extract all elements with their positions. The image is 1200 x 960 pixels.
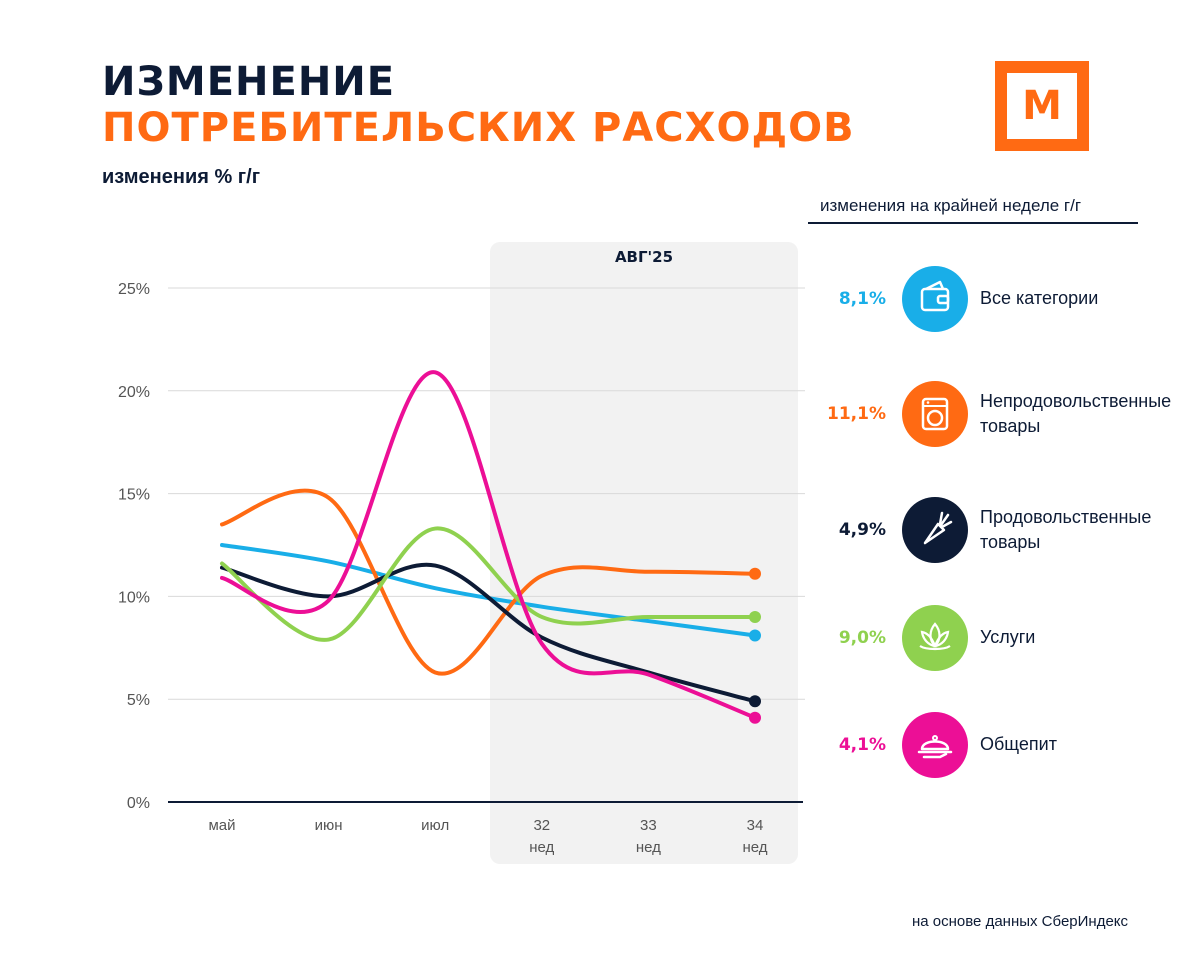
series-line-3 (220, 526, 757, 642)
legend-label: Продовольственные товары (980, 506, 1152, 552)
cloche-icon (902, 712, 968, 778)
legend-item-non-food: 11,1% Непродовольственные товары (0, 381, 1200, 447)
brand-logo: М (995, 61, 1089, 151)
x-tick-label: 32 (533, 817, 550, 834)
legend-value: 4,1% (838, 735, 886, 755)
series-end-point-0 (749, 629, 761, 642)
x-tick-label: 33 (640, 817, 657, 834)
wallet-icon (902, 266, 968, 332)
legend-label: Непродовольственные товары (980, 390, 1172, 436)
legend-divider (808, 222, 1138, 224)
legend-title: изменения на крайней неделе г/г (820, 196, 1082, 215)
y-tick-label: 0% (127, 795, 150, 812)
legend-item-all-categories: 8,1% Все категории (0, 266, 1200, 332)
carrot-icon (902, 497, 968, 563)
y-tick-label: 10% (118, 589, 150, 606)
legend-value: 4,9% (838, 520, 886, 540)
x-tick-sublabel: нед (529, 839, 554, 856)
legend-value: 9,0% (838, 628, 886, 648)
lotus-icon (902, 605, 968, 671)
x-tick-label: июн (315, 817, 343, 834)
series-end-point-1 (749, 567, 761, 580)
series-end-point-4 (749, 711, 761, 724)
page-title-line2: ПОТРЕБИТЕЛЬСКИХ РАСХОДОВ (102, 105, 855, 151)
logo-letter: М (1022, 83, 1062, 129)
highlight-label: АВГ'25 (615, 248, 673, 266)
x-tick-label: май (208, 817, 235, 834)
chart-subtitle: изменения % г/г (102, 166, 261, 188)
legend-item-catering: 4,1% Общепит (0, 712, 1200, 778)
series-line-1 (220, 488, 757, 676)
legend-label: Все категории (980, 288, 1099, 309)
data-source-note: на основе данных СберИндекс (912, 913, 1129, 930)
series-end-point-3 (749, 610, 761, 623)
y-tick-label: 20% (118, 384, 150, 401)
x-tick-label: 34 (747, 817, 764, 834)
y-tick-label: 15% (118, 487, 150, 504)
legend-item-services: 9,0% Услуги (0, 605, 1200, 671)
line-chart: АВГ'25 0% 5% 10% 15% 20% 25% май июн июл 32 нед 33 не… (118, 242, 805, 864)
highlight-band (490, 242, 798, 864)
series-line-4 (220, 370, 757, 720)
washing-machine-icon (902, 381, 968, 447)
legend-label: Услуги (980, 627, 1036, 648)
x-tick-sublabel: нед (636, 839, 661, 856)
y-tick-label: 25% (118, 281, 150, 298)
legend-value: 11,1% (827, 404, 886, 424)
legend-value: 8,1% (838, 289, 886, 309)
legend-item-food: 4,9% Продовольственные товары (0, 497, 1200, 563)
series-end-point-2 (749, 695, 761, 708)
series-line-2 (220, 562, 757, 704)
y-tick-label: 5% (127, 692, 150, 709)
x-tick-label: июл (421, 817, 449, 834)
page-title-line1: ИЗМЕНЕНИЕ (102, 59, 396, 105)
legend-label: Общепит (980, 734, 1057, 755)
x-tick-sublabel: нед (742, 839, 767, 856)
